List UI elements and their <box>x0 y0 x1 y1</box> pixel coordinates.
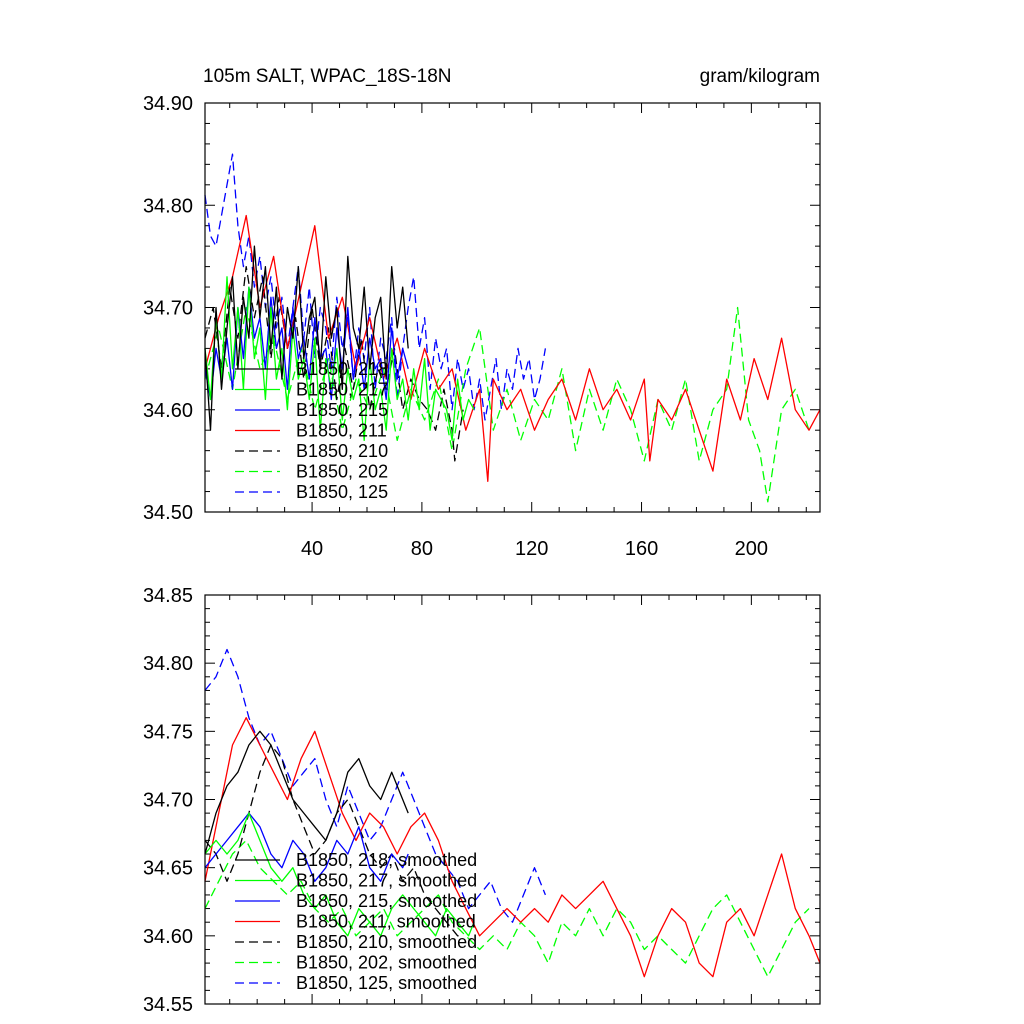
series-line-1 <box>204 245 409 431</box>
panel-top-axes: 34.50 34.60 34.70 34.80 34.90 40 80 120 160 200 <box>143 93 820 560</box>
y-tick-label: 34.80 <box>143 653 193 675</box>
panel-bottom-frame <box>204 594 821 1005</box>
y-tick-label: 34.90 <box>143 93 193 115</box>
y-tick-label: 34.55 <box>143 994 193 1016</box>
panel-top-series <box>204 153 821 503</box>
x-tick-label: 160 <box>625 538 658 560</box>
legend-label-4: B1850, 211, smoothed <box>296 912 476 932</box>
x-tick-label: 200 <box>735 538 768 560</box>
series-line-2 <box>204 812 475 937</box>
legend-label-6: B1850, 202, smoothed <box>296 953 477 973</box>
panel-bottom: 34.55 34.60 34.65 34.70 34.75 34.80 34.85 B185… <box>143 585 821 1016</box>
series-line-4 <box>204 214 821 482</box>
legend-label-1: B1850, 218, smoothed <box>296 850 477 870</box>
panel-top-frame <box>204 102 821 513</box>
series-line-7 <box>204 648 547 923</box>
panel-bottom-axes: 34.55 34.60 34.65 34.70 34.75 34.80 34.85 <box>143 585 820 1016</box>
panel-bottom-series <box>204 648 821 978</box>
series-line-2 <box>204 276 475 442</box>
series-line-6 <box>204 839 810 978</box>
y-tick-label: 34.65 <box>143 858 193 880</box>
y-tick-label: 34.70 <box>143 790 193 812</box>
series-line-6 <box>204 306 810 503</box>
legend-label-1: B1850, 218 <box>296 359 388 379</box>
panel-top: 105m SALT, WPAC_18S-18N gram/kilogram 34… <box>143 66 821 560</box>
y-tick-label: 34.85 <box>143 585 193 607</box>
y-tick-label: 34.80 <box>143 195 193 217</box>
y-tick-label: 34.60 <box>143 400 193 422</box>
series-line-4 <box>204 717 821 978</box>
legend-label-3: B1850, 215, smoothed <box>296 891 477 911</box>
legend-label-5: B1850, 210, smoothed <box>296 932 477 952</box>
series-line-7 <box>204 153 547 421</box>
legend-label-7: B1850, 125 <box>296 482 388 502</box>
series-line-1 <box>204 730 409 855</box>
panel-top-units: gram/kilogram <box>700 66 820 87</box>
y-tick-label: 34.70 <box>143 298 193 320</box>
x-tick-label: 120 <box>515 538 548 560</box>
y-tick-label: 34.75 <box>143 721 193 743</box>
legend-label-4: B1850, 211 <box>296 421 387 441</box>
legend-label-6: B1850, 202 <box>296 462 388 482</box>
series-line-5 <box>204 265 464 462</box>
series-line-3 <box>204 812 409 882</box>
x-tick-label: 80 <box>411 538 433 560</box>
y-tick-label: 34.60 <box>143 926 193 948</box>
legend-label-2: B1850, 217, smoothed <box>296 871 477 891</box>
legend-label-5: B1850, 210 <box>296 441 388 461</box>
legend-label-2: B1850, 217 <box>296 380 388 400</box>
legend-label-3: B1850, 215 <box>296 400 388 420</box>
y-tick-label: 34.50 <box>143 502 193 524</box>
panel-top-title: 105m SALT, WPAC_18S-18N <box>203 66 452 87</box>
legend-label-7: B1850, 125, smoothed <box>296 973 477 993</box>
x-tick-label: 40 <box>301 538 323 560</box>
